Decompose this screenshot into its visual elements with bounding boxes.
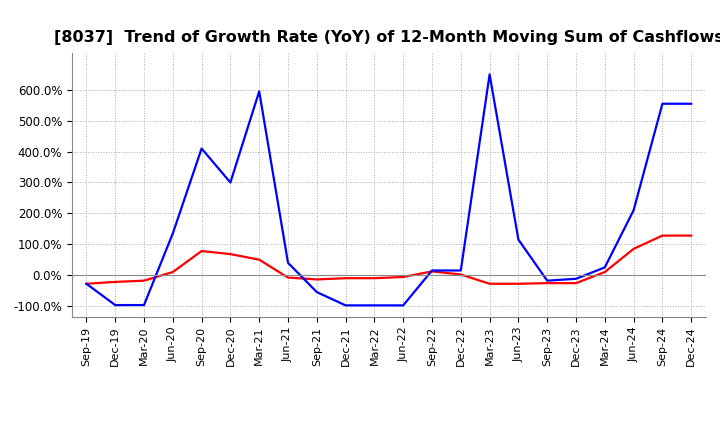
Free Cashflow [600,265,609,270]
Operating Cashflow [341,275,350,281]
Operating Cashflow [370,275,379,281]
Operating Cashflow [456,272,465,277]
Free Cashflow [687,101,696,106]
Free Cashflow [514,237,523,242]
Operating Cashflow [658,233,667,238]
Free Cashflow [485,72,494,77]
Free Cashflow [629,208,638,213]
Operating Cashflow [140,278,148,283]
Operating Cashflow [197,249,206,254]
Free Cashflow [572,276,580,282]
Free Cashflow [370,303,379,308]
Free Cashflow [428,268,436,273]
Operating Cashflow [485,281,494,286]
Free Cashflow [543,278,552,283]
Free Cashflow [168,231,177,236]
Operating Cashflow [111,279,120,285]
Free Cashflow [284,260,292,265]
Free Cashflow [82,281,91,286]
Free Cashflow [399,303,408,308]
Free Cashflow [456,268,465,273]
Operating Cashflow [572,281,580,286]
Operating Cashflow [543,281,552,286]
Operating Cashflow [399,274,408,279]
Operating Cashflow [312,277,321,282]
Free Cashflow [197,146,206,151]
Line: Operating Cashflow: Operating Cashflow [86,235,691,284]
Operating Cashflow [514,281,523,286]
Free Cashflow [111,302,120,308]
Free Cashflow [312,290,321,295]
Operating Cashflow [226,252,235,257]
Free Cashflow [341,303,350,308]
Operating Cashflow [284,275,292,280]
Operating Cashflow [255,257,264,262]
Title: [8037]  Trend of Growth Rate (YoY) of 12-Month Moving Sum of Cashflows: [8037] Trend of Growth Rate (YoY) of 12-… [54,29,720,45]
Operating Cashflow [82,281,91,286]
Free Cashflow [255,89,264,94]
Operating Cashflow [600,269,609,275]
Free Cashflow [658,101,667,106]
Operating Cashflow [428,269,436,274]
Operating Cashflow [629,246,638,252]
Free Cashflow [140,302,148,308]
Free Cashflow [226,180,235,185]
Operating Cashflow [168,269,177,275]
Line: Free Cashflow: Free Cashflow [86,74,691,305]
Operating Cashflow [687,233,696,238]
